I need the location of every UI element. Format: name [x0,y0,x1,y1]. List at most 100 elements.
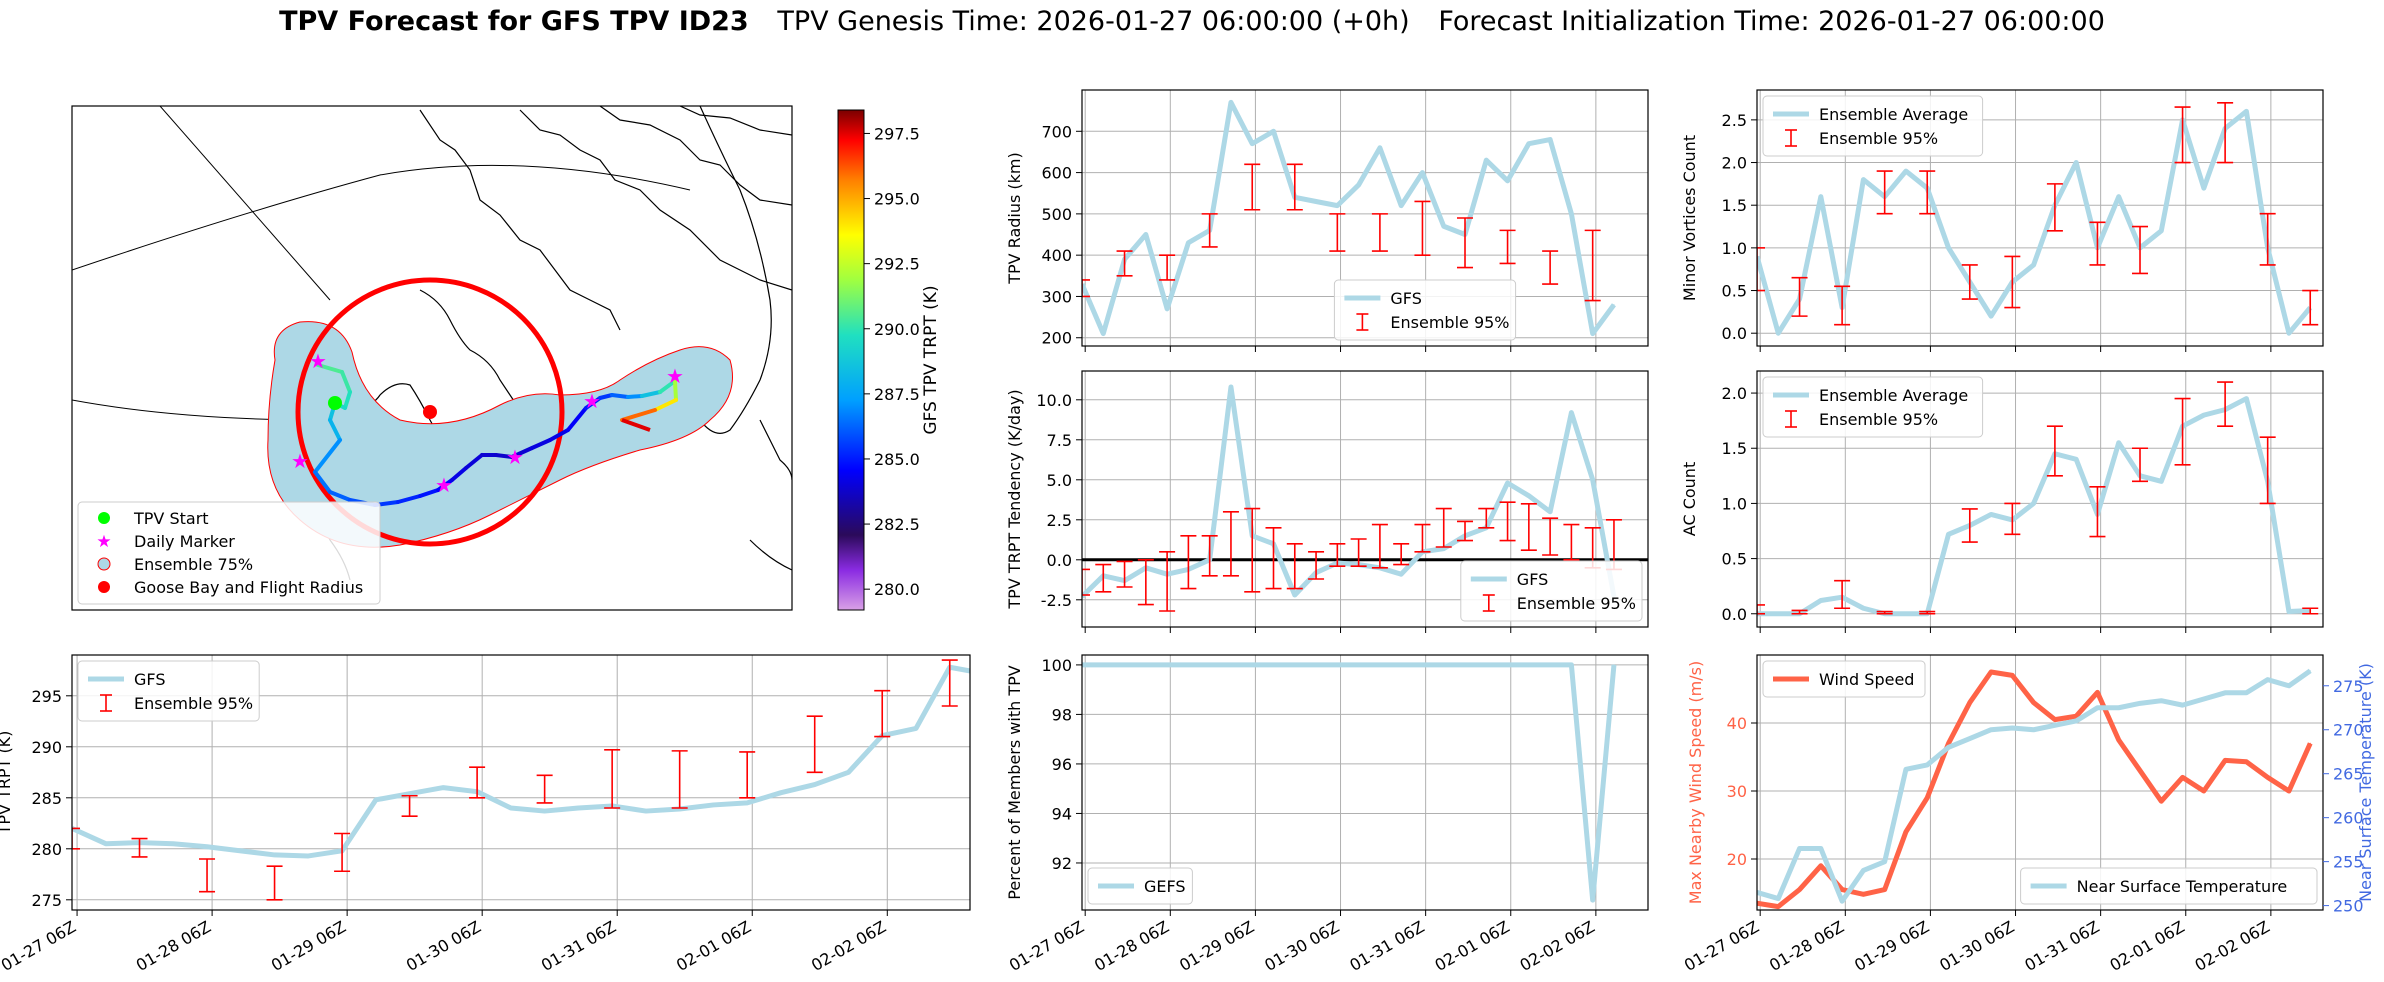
figure-title: TPV Forecast for GFS TPV ID23 TPV Genesi… [0,6,2384,37]
data-point [2011,674,2013,677]
error-bar [2217,381,2234,427]
map-track-segment [494,453,514,459]
data-point [1592,899,1594,901]
data-point [915,727,917,730]
data-point [1570,213,1572,215]
data-point [1251,143,1253,145]
data-point [1506,664,1509,666]
map-track-segment [610,393,630,399]
map-track-segment [621,418,651,432]
error-bar [1180,534,1197,590]
data-point [408,793,411,795]
data-point [2033,729,2035,731]
data-point [1798,847,1801,850]
data-point [2267,776,2269,779]
data-point [1315,200,1317,203]
error-bar [2132,225,2149,275]
data-point [746,802,748,804]
map-daily-marker: ★ [583,389,601,413]
y-tick-label: 500 [1041,205,1072,224]
data-point [1358,184,1360,186]
map-track-segment [673,379,678,402]
data-point [2096,691,2099,694]
legend-tpv-start-swatch [98,512,110,524]
error-bar [1350,538,1367,568]
legend-radius: GFS Ensemble 95% [1333,279,1517,341]
error-bar [941,659,958,707]
map-track-segment [328,418,342,442]
data-point [1820,865,1822,867]
colorbar-tick-label: 282.5 [874,515,920,534]
data-point [2203,698,2205,700]
legend-ensemble75-label: Ensemble 75% [134,555,253,574]
error-bar [1137,558,1154,606]
data-point [1187,664,1189,666]
map-track-segment [328,490,352,502]
map-track-segment [653,398,678,412]
map-track-segment [620,408,657,422]
map-track-segment [396,494,422,504]
axes-frame [1081,654,1649,911]
error-bar [1876,170,1893,215]
error-bar [1542,250,1559,285]
data-point [2224,692,2226,694]
y-tick-label: 200 [1041,329,1072,348]
data-point [544,810,546,812]
data-point [1777,613,1779,615]
data-point [2288,332,2290,334]
data-point [1485,159,1487,161]
error-bar [1414,523,1431,553]
data-point [2267,679,2269,681]
map-track-segment [436,478,454,492]
y-tick-label: 20 [1727,850,1747,869]
data-point [1841,900,1843,902]
x-tick-label: 01-30 06Z [1936,917,2017,975]
data-point [172,843,174,845]
error-bar [1834,285,1851,326]
map-coastline-arctic [419,106,792,331]
plot-area [1757,102,2319,336]
data-point [1294,664,1296,666]
data-point [1905,170,1907,172]
error-bar [1919,610,1936,615]
data-point [307,855,309,857]
x-tick-label: 01-27 06Z [1006,917,1087,975]
data-point [1315,664,1317,666]
map-track-segment [343,390,352,410]
legend-minor: Ensemble Average Ensemble 95% [1762,95,1984,157]
data-point [2118,707,2120,709]
data-point [375,799,377,801]
error-bar [1499,229,1516,265]
error-bar [1329,542,1346,568]
y-tick-label: 100 [1041,656,1072,675]
y-tick-label-right: 265 [2333,765,2364,784]
chart-trpt: 01-27 06Z 01-28 06Z 01-29 06Z 01-30 06Z 01-3… [0,654,971,975]
legend-ensemble75-swatch [97,557,111,571]
error-bar [2046,425,2063,477]
x-tick-label: 01-31 06Z [2021,917,2102,975]
data-point [2033,264,2035,266]
error-bar [874,689,891,738]
data-point [2033,702,2035,704]
axes-frame [1081,370,1649,628]
data-point [2118,739,2120,741]
x-tick-label: 01-30 06Z [403,917,484,975]
y-tick-label: 295 [31,687,62,706]
error-bar [1457,520,1474,542]
error-bar [1478,507,1495,529]
data-point [1570,664,1572,666]
y-tick-label: 5.0 [1047,471,1072,490]
data-point [1102,333,1104,335]
data-point [1820,599,1822,602]
data-point [1592,479,1594,481]
x-tick-label: 02-02 06Z [2192,917,2273,975]
data-point [1592,333,1594,335]
error-bar [401,794,418,817]
chart-wind_temp: 01-27 06Z 01-28 06Z 01-29 06Z 01-30 06Z 01-3… [1681,654,2375,975]
data-point [2160,230,2162,232]
error-bar [1457,217,1474,269]
error-bar [1244,507,1261,593]
legend-goose-bay-label: Goose Bay and Flight Radius [134,578,363,597]
data-point [712,804,715,806]
data-point [1990,671,1992,673]
